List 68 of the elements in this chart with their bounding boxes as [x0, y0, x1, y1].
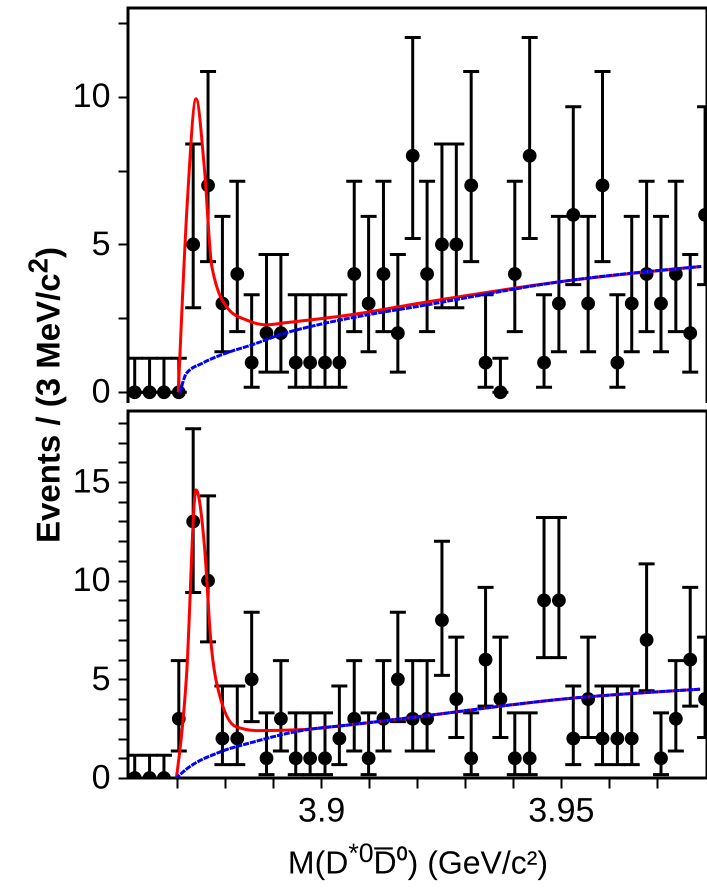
point — [406, 148, 420, 163]
point — [494, 385, 508, 400]
point — [230, 267, 244, 281]
point — [494, 692, 508, 706]
x-tick-label: 3.9 — [298, 792, 346, 830]
point — [624, 296, 639, 310]
point — [244, 672, 259, 686]
y-tick-label: 10 — [72, 561, 110, 600]
point — [478, 652, 492, 666]
point — [464, 178, 478, 192]
point — [683, 326, 698, 340]
point — [610, 356, 624, 370]
point — [376, 267, 390, 281]
point — [216, 732, 230, 746]
point — [435, 613, 449, 628]
point — [449, 238, 464, 252]
point — [390, 672, 405, 686]
point — [244, 356, 259, 370]
point — [186, 238, 200, 252]
point — [288, 356, 303, 370]
point — [449, 692, 464, 706]
point — [596, 178, 610, 192]
line-series — [174, 688, 702, 778]
y-tick-label: 15 — [72, 462, 110, 501]
y-tick-label: 0 — [92, 758, 110, 796]
x-tick-label: 3.95 — [528, 792, 594, 830]
y-tick-label: 5 — [92, 660, 110, 698]
point — [260, 751, 274, 766]
point — [347, 267, 362, 281]
point — [522, 751, 537, 766]
y-tick-label: 5 — [92, 224, 110, 263]
point — [566, 208, 580, 222]
point — [508, 267, 522, 281]
point — [318, 356, 332, 370]
y-tick-label: 10 — [72, 77, 110, 116]
point — [303, 751, 318, 766]
point — [552, 594, 566, 608]
point — [274, 712, 288, 726]
point — [390, 326, 405, 340]
point — [230, 732, 244, 746]
point — [435, 238, 449, 252]
point — [332, 356, 346, 370]
point — [537, 356, 551, 370]
point — [508, 751, 522, 766]
point — [420, 267, 434, 281]
point — [464, 751, 478, 766]
point — [478, 356, 492, 370]
y-tick-label: 0 — [92, 372, 110, 411]
point — [362, 751, 376, 766]
point — [522, 148, 537, 163]
point — [552, 296, 566, 310]
point — [640, 633, 654, 647]
point — [610, 732, 624, 746]
point — [596, 732, 610, 746]
point — [332, 732, 346, 746]
point — [581, 296, 596, 310]
point — [624, 732, 639, 746]
point — [288, 751, 303, 766]
point — [362, 296, 376, 310]
point — [654, 751, 668, 766]
point — [318, 751, 332, 766]
point — [654, 296, 668, 310]
point — [566, 732, 580, 746]
point — [537, 594, 551, 608]
x-axis-title: M(D$^{*0}$D̅⁰) (GeV/c²) — [288, 838, 548, 883]
point — [303, 356, 318, 370]
point — [683, 652, 698, 666]
point — [668, 712, 683, 726]
